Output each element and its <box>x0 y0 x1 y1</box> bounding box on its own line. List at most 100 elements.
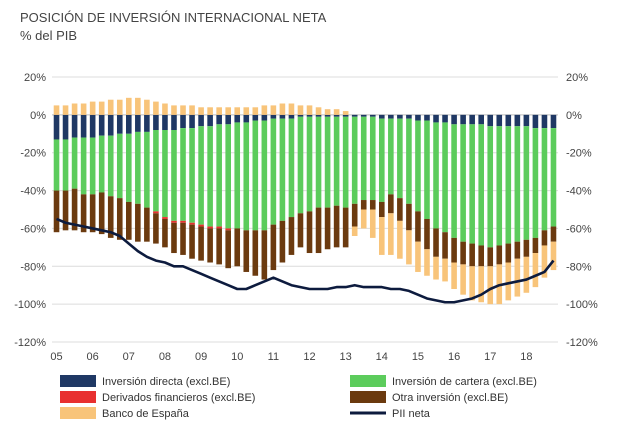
x-tick-label: 18 <box>520 351 532 363</box>
bar-segment <box>198 126 204 225</box>
bar-segment <box>126 97 132 115</box>
bar-segment <box>80 137 87 195</box>
bar-segment <box>433 256 439 280</box>
bar-segment <box>153 130 159 212</box>
bar-segment <box>234 228 241 267</box>
bar-segment <box>270 114 277 119</box>
bar-segment <box>107 135 114 197</box>
bar-segment <box>333 205 340 248</box>
bar-segment <box>342 111 349 115</box>
bar-segment <box>162 103 168 115</box>
bar-segment <box>189 222 195 225</box>
bar-segment <box>415 114 421 121</box>
line-pii-neta <box>56 217 555 304</box>
bar-segment <box>252 120 259 231</box>
bar-segment <box>80 194 87 233</box>
bar-segment <box>225 114 231 125</box>
bar-segment <box>505 262 512 301</box>
bar-segment <box>324 109 331 115</box>
bar-segment <box>62 114 69 140</box>
bar-segment <box>144 99 150 115</box>
chart-subtitle: % del PIB <box>20 28 77 43</box>
bar-segment <box>198 224 204 227</box>
bar-segment <box>135 114 141 132</box>
x-tick-label: 07 <box>123 351 135 363</box>
bar-segment <box>324 207 331 250</box>
bar-segment <box>297 114 304 117</box>
bar-segment <box>324 114 331 117</box>
x-tick-label: 09 <box>195 351 207 363</box>
bar-segment <box>541 245 548 278</box>
bar-segment <box>523 256 530 293</box>
bar-segment <box>207 228 213 263</box>
bar-segment <box>270 118 277 225</box>
x-tick-label: 08 <box>159 351 171 363</box>
bar-segment <box>107 196 114 238</box>
legend-swatch <box>350 375 386 387</box>
bar-segment <box>207 226 213 229</box>
bar-segment <box>261 230 268 280</box>
bar-segment <box>71 114 78 138</box>
bar-segment <box>252 114 259 121</box>
bar-segment <box>406 118 412 204</box>
bar-segment <box>53 190 60 233</box>
bar-segment <box>53 105 60 115</box>
bar-segment <box>297 105 304 115</box>
bar-segment <box>342 207 349 248</box>
bar-segment <box>89 137 96 195</box>
bar-segment <box>306 105 313 115</box>
bar-segment <box>469 266 475 301</box>
x-tick-label: 14 <box>376 351 388 363</box>
bar-segment <box>505 114 512 127</box>
bar-segment <box>388 194 394 214</box>
bar-segment <box>153 213 159 244</box>
bar-segment <box>297 213 304 248</box>
line-series <box>56 217 555 304</box>
y-tick-label-left: -120% <box>14 337 46 349</box>
bar-segment <box>153 101 159 115</box>
bar-segment <box>270 224 277 271</box>
bar-segment <box>487 247 494 267</box>
bar-segment <box>342 114 349 117</box>
bar-segment <box>180 105 186 115</box>
bar-segment <box>216 114 222 125</box>
bar-segment <box>424 249 430 276</box>
bar-segment <box>442 114 448 123</box>
bar-segment <box>225 124 231 229</box>
bar-segment <box>442 258 448 282</box>
bar-segment <box>306 116 313 212</box>
bar-segment <box>460 264 466 295</box>
bar-segment <box>198 114 204 127</box>
bar-segment <box>288 118 295 218</box>
bar-segment <box>62 190 69 231</box>
bar-segment <box>469 243 475 267</box>
x-tick-label: 13 <box>340 351 352 363</box>
bar-segment <box>234 122 241 229</box>
bar-segment <box>135 131 141 204</box>
bar-segment <box>234 107 241 115</box>
bar-segment <box>541 114 548 129</box>
bar-segment <box>98 101 105 115</box>
x-tick-label: 15 <box>412 351 424 363</box>
bar-segment <box>261 120 268 231</box>
legend-swatch <box>60 375 96 387</box>
y-tick-label-left: 0% <box>30 110 46 122</box>
y-tick-label-right: 0% <box>566 110 582 122</box>
legend: Inversión directa (excl.BE) Inversión de … <box>60 375 537 420</box>
bar-segment <box>315 107 322 115</box>
bar-segment <box>451 262 457 289</box>
bar-segment <box>198 107 204 115</box>
bar-segment <box>107 114 114 136</box>
bar-segment <box>415 120 421 212</box>
bar-segment <box>71 137 78 189</box>
bar-segment <box>162 217 168 219</box>
bar-segment <box>469 114 475 125</box>
bar-segment <box>116 198 123 240</box>
bar-segment <box>523 239 530 257</box>
bar-segment <box>415 241 421 272</box>
legend-label: Derivados financieros (excl.BE) <box>102 392 255 404</box>
bar-segment <box>532 237 539 254</box>
bar-segment <box>89 194 96 233</box>
bar-segment <box>180 222 186 255</box>
y-axis-left: 20% 0% -20% -40% -60% -80% -100% -120% <box>14 72 46 349</box>
